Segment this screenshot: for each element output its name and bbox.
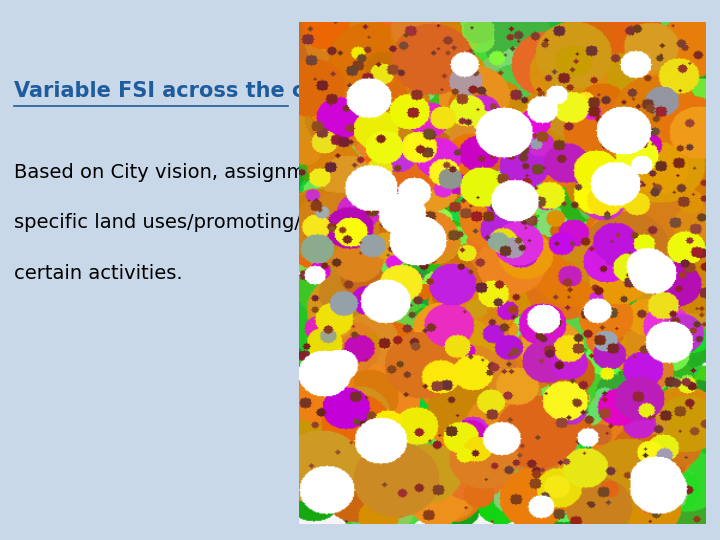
Text: Based on City vision, assignment of: Based on City vision, assignment of (14, 163, 363, 181)
Text: certain activities.: certain activities. (14, 264, 183, 283)
Text: Variable FSI across the city pockets: Variable FSI across the city pockets (14, 82, 435, 102)
Text: specific land uses/promoting/ restricting: specific land uses/promoting/ restrictin… (14, 213, 408, 232)
